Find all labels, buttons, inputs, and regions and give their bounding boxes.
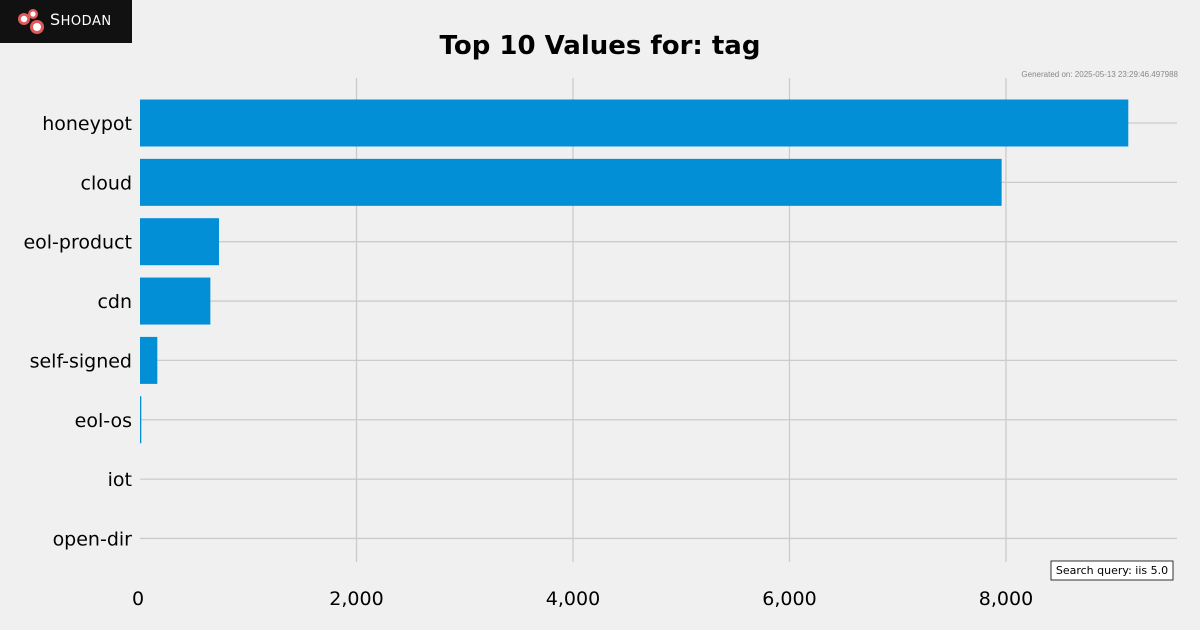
vertical-gridlines [355,78,1007,562]
shodan-logo-text: SHODAN [50,10,112,29]
category-label: cloud [81,172,132,194]
shodan-logo: SHODAN [0,0,132,43]
bar-cloud [140,158,1002,206]
chart-title: Top 10 Values for: tag [440,31,761,61]
category-label: self-signed [30,350,132,372]
category-label: open-dir [53,528,133,550]
x-tick-label: 6,000 [762,588,816,610]
generated-timestamp: Generated on: 2025-05-13 23:29:46.497988 [1021,70,1178,79]
x-tick-label: 8,000 [979,588,1033,610]
x-tick-label: 4,000 [546,588,600,610]
category-label: eol-os [75,410,132,432]
bar-cdn [140,277,211,325]
category-labels: honeypot cloud eol-product cdn self-signed eo… [23,113,132,550]
search-query-text: Search query: iis 5.0 [1056,564,1168,577]
category-label: honeypot [42,113,132,135]
category-label: eol-product [23,232,132,254]
bar-eol-product [140,218,220,266]
search-query-box: Search query: iis 5.0 [1050,560,1174,581]
category-label: cdn [97,291,132,313]
bar-self-signed [140,336,158,384]
shodan-logo-icon [18,9,44,34]
x-tick-label: 2,000 [329,588,383,610]
bars [140,99,1129,444]
x-tick-label: 0 [132,588,144,610]
category-label: iot [108,469,132,491]
x-axis-ticks: 0 2,000 4,000 6,000 8,000 [132,588,1033,610]
bar-eol-os [140,396,142,444]
bar-honeypot [140,99,1129,147]
